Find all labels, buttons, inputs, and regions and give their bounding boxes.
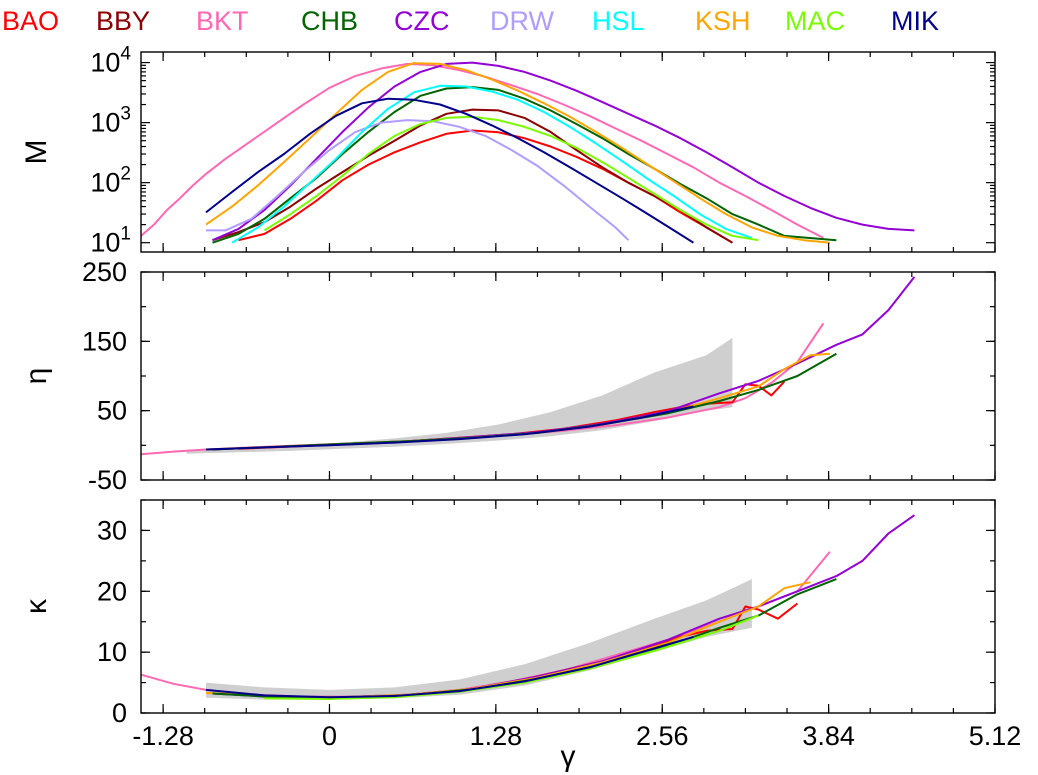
legend-label-bby: BBY [96,6,150,36]
y-axis-label-eta: η [20,368,53,385]
series-line-m-mac [263,115,759,242]
panel-eta: -50 50 150 250 η [20,257,996,495]
legend-label-mik: MIK [891,6,939,36]
panel-kappa-frame [140,499,996,714]
series-line-m-hsl [231,84,753,244]
y-tick-label-eta-1: 50 [97,396,127,426]
x-axis-label: γ [561,740,576,773]
y-axis-label-kappa: κ [20,598,53,614]
legend-label-czc: CZC [394,6,450,36]
x-tick-label-2: 1.28 [470,721,523,751]
legend-label-bkt: BKT [196,6,249,36]
series-line-m-czc [212,61,915,242]
y-tick-label-m-0: 101 [90,224,131,258]
legend-label-ksh: KSH [695,6,751,36]
x-tick-label-3: 2.56 [636,721,689,751]
series-line-m-ksh [205,62,830,244]
legend-label-chb: CHB [301,6,358,36]
series-line-m-drw [206,119,630,241]
y-tick-label-m-1: 102 [90,164,131,198]
y-tick-label-eta-3: 250 [82,257,127,287]
y-tick-label-m-2: 103 [90,104,131,138]
y-axis-label-m: M [20,140,53,165]
y-tick-label-eta-0: -50 [88,465,127,495]
y-tick-label-kappa-1: 10 [97,637,127,667]
legend: BAO BBY BKT CHB CZC DRW HSL KSH MAC MIK [2,6,939,36]
y-tick-label-kappa-0: 0 [112,698,127,728]
panel-m-frame [140,51,996,253]
y-tick-label-m-3: 104 [90,44,131,78]
y-tick-label-eta-2: 150 [82,326,127,356]
legend-label-hsl: HSL [592,6,645,36]
series-line-m-bkt [140,62,824,239]
series-line-kappa-mik [205,635,694,699]
panel-kappa-band [206,579,752,700]
x-tick-label-5: 5.12 [969,721,1022,751]
legend-label-drw: DRW [490,6,555,36]
series-line-kappa-czc [212,514,915,699]
series-line-m-mik [205,97,694,244]
legend-label-mac: MAC [785,6,845,36]
series-line-eta-mik [205,405,694,451]
x-tick-label-0: -1.28 [132,721,194,751]
y-tick-label-kappa-3: 30 [97,515,127,545]
series-line-m-chb [212,86,837,244]
legend-label-bao: BAO [2,6,59,36]
series-line-m-bby [212,108,733,244]
panel-eta-band [186,337,733,454]
panel-m: 101 102 103 104 M [20,44,996,258]
x-tick-label-1: 0 [322,721,337,751]
x-tick-label-4: 3.84 [802,721,855,751]
series-line-kappa-mac [264,614,759,700]
y-tick-label-kappa-2: 20 [97,576,127,606]
